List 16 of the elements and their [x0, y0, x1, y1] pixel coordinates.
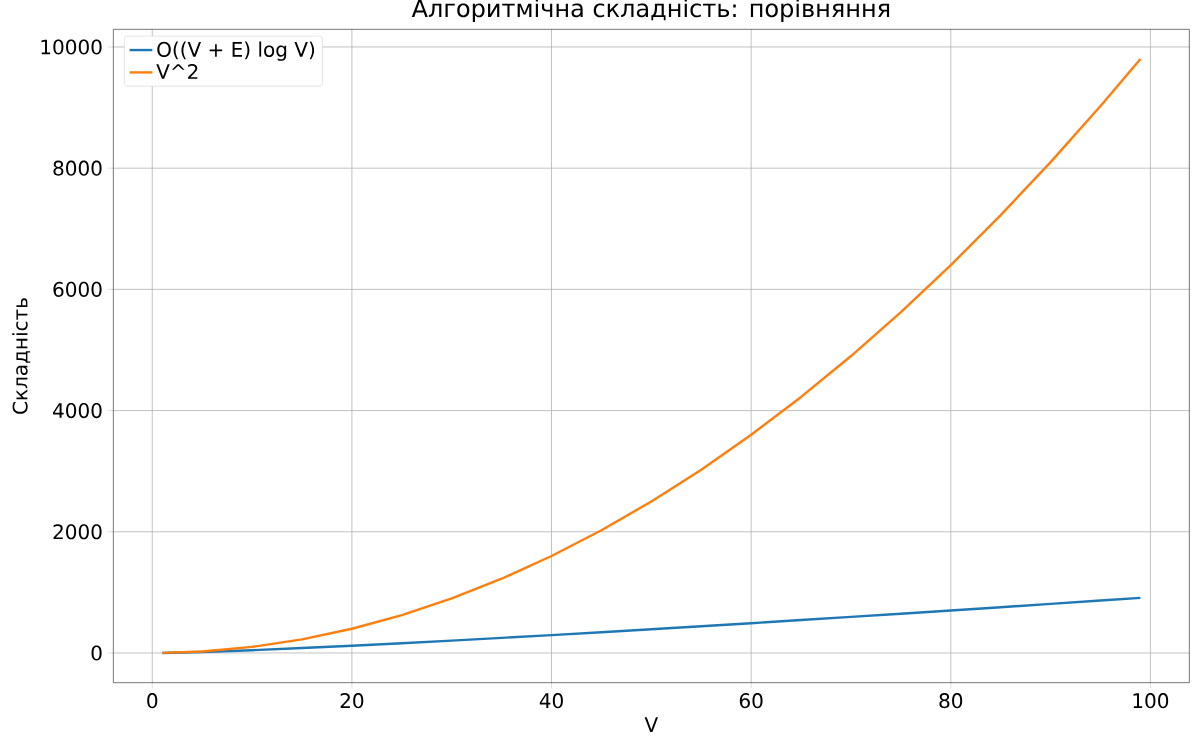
y-tick-label: 4000	[53, 403, 102, 419]
y-tick-label: 8000	[53, 160, 102, 176]
y-axis-title: Складність	[12, 298, 31, 414]
x-tick-label: 40	[539, 693, 563, 709]
x-tick-label: 20	[340, 693, 364, 709]
legend-label: O((V + E) log V)	[157, 41, 315, 61]
y-tick-label: 2000	[53, 524, 102, 540]
x-axis-title: V	[644, 717, 659, 732]
x-tick-label: 0	[147, 693, 158, 709]
x-tick-label: 100	[1133, 693, 1169, 709]
x-tick-label: 60	[739, 693, 763, 709]
y-tick-label: 10000	[41, 39, 102, 55]
legend-label: V^2	[156, 63, 198, 79]
x-tick-label: 80	[939, 693, 963, 709]
y-tick-label: 6000	[53, 281, 102, 297]
y-tick-label: 0	[91, 645, 102, 661]
